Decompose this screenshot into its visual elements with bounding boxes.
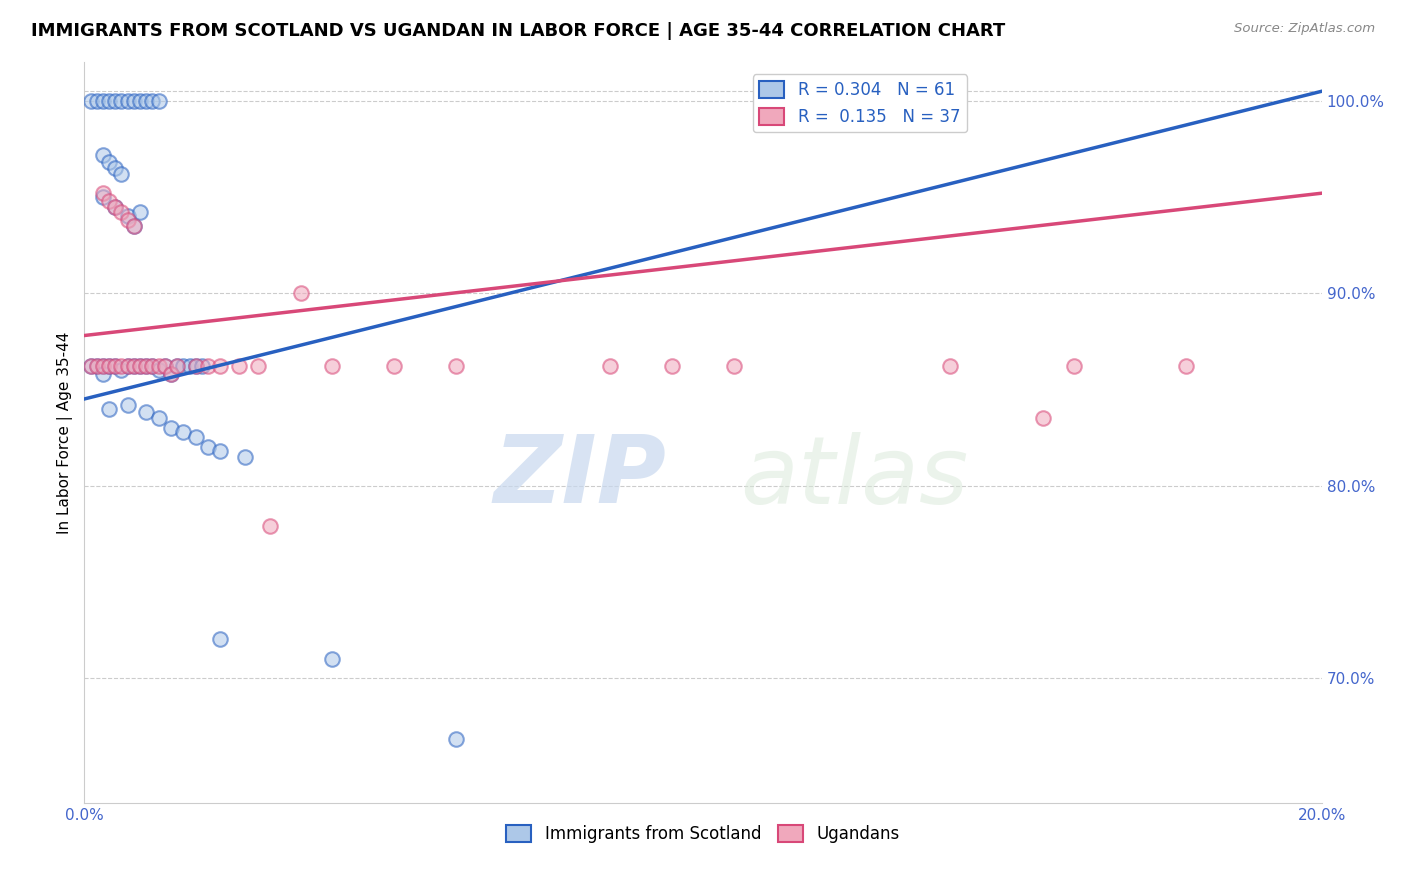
Point [91, 359, 114, 374]
Point [209, 443, 232, 458]
Point [91, 94, 114, 108]
Point [148, 363, 170, 377]
Point [1032, 411, 1054, 425]
Point [129, 359, 152, 374]
Point [172, 359, 194, 374]
Point [91, 190, 114, 204]
Point [122, 219, 145, 233]
Point [104, 94, 127, 108]
Point [382, 359, 405, 374]
Point [259, 519, 281, 533]
Point [98, 94, 121, 108]
Point [135, 94, 157, 108]
Point [197, 359, 219, 374]
Point [661, 359, 683, 374]
Point [98, 155, 121, 169]
Point [141, 94, 163, 108]
Point [122, 219, 145, 233]
Point [172, 425, 194, 439]
Point [98, 194, 121, 208]
Point [110, 205, 132, 219]
Point [91, 359, 114, 374]
Point [444, 359, 467, 374]
Point [141, 359, 163, 374]
Point [135, 405, 157, 419]
Text: IMMIGRANTS FROM SCOTLAND VS UGANDAN IN LABOR FORCE | AGE 35-44 CORRELATION CHART: IMMIGRANTS FROM SCOTLAND VS UGANDAN IN L… [31, 22, 1005, 40]
Point [228, 359, 250, 374]
Point [79, 359, 101, 374]
Point [148, 359, 170, 374]
Point [179, 359, 201, 374]
Point [184, 359, 207, 374]
Point [129, 359, 152, 374]
Legend: Immigrants from Scotland, Ugandans: Immigrants from Scotland, Ugandans [499, 819, 907, 850]
Text: atlas: atlas [740, 432, 969, 523]
Point [723, 359, 745, 374]
Point [1063, 359, 1085, 374]
Point [122, 359, 145, 374]
Point [91, 186, 114, 201]
Point [86, 94, 108, 108]
Point [110, 359, 132, 374]
Text: ZIP: ZIP [494, 431, 666, 523]
Point [104, 359, 127, 374]
Point [197, 440, 219, 454]
Point [135, 359, 157, 374]
Point [939, 94, 962, 108]
Point [117, 359, 139, 374]
Point [129, 205, 152, 219]
Point [79, 359, 101, 374]
Point [321, 359, 343, 374]
Point [135, 359, 157, 374]
Point [98, 359, 121, 374]
Point [129, 94, 152, 108]
Point [122, 94, 145, 108]
Point [117, 94, 139, 108]
Point [110, 363, 132, 377]
Point [86, 359, 108, 374]
Point [153, 359, 176, 374]
Point [91, 367, 114, 381]
Point [104, 161, 127, 176]
Point [86, 359, 108, 374]
Point [160, 367, 183, 381]
Point [184, 430, 207, 444]
Point [122, 359, 145, 374]
Point [110, 94, 132, 108]
Point [91, 147, 114, 161]
Point [117, 209, 139, 223]
Point [290, 286, 312, 301]
Point [166, 359, 188, 374]
Point [117, 213, 139, 227]
Point [444, 732, 467, 747]
Point [79, 94, 101, 108]
Point [599, 359, 621, 374]
Text: Source: ZipAtlas.com: Source: ZipAtlas.com [1234, 22, 1375, 36]
Point [117, 359, 139, 374]
Y-axis label: In Labor Force | Age 35-44: In Labor Force | Age 35-44 [58, 332, 73, 533]
Point [246, 359, 269, 374]
Point [148, 411, 170, 425]
Point [98, 401, 121, 416]
Point [209, 632, 232, 647]
Point [160, 367, 183, 381]
Point [104, 200, 127, 214]
Point [141, 359, 163, 374]
Point [110, 167, 132, 181]
Point [191, 359, 214, 374]
Point [104, 200, 127, 214]
Point [104, 359, 127, 374]
Point [117, 398, 139, 412]
Point [166, 359, 188, 374]
Point [184, 359, 207, 374]
Point [233, 450, 256, 464]
Point [1174, 359, 1197, 374]
Point [321, 651, 343, 665]
Point [148, 94, 170, 108]
Point [153, 359, 176, 374]
Point [160, 421, 183, 435]
Point [98, 359, 121, 374]
Point [939, 359, 962, 374]
Point [209, 359, 232, 374]
